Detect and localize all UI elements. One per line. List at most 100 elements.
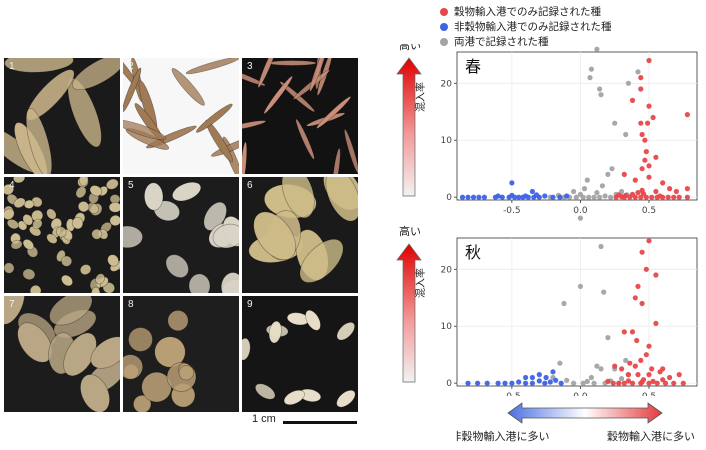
data-point-1-s2-1 (587, 75, 593, 81)
data-point-2-s0-15 (632, 363, 638, 369)
data-point-2-s0-7 (653, 320, 659, 326)
data-point-1-s0-1 (638, 75, 644, 81)
data-point-1-s2-3 (594, 46, 600, 52)
data-point-2-s2-14 (580, 380, 586, 386)
legend-dot-both (440, 37, 448, 46)
seed-photo-number-7: 7 (9, 299, 15, 310)
arrow-left-label: 非穀物輸入港に多い (456, 429, 550, 443)
data-point-1-s0-42 (640, 191, 647, 197)
data-point-1-s0-12 (653, 154, 659, 160)
data-point-1-s1-21 (509, 180, 515, 186)
data-point-1-s2-14 (580, 194, 586, 200)
data-point-1-s2-5 (625, 80, 631, 86)
data-point-1-s0-17 (632, 177, 638, 183)
data-point-1-s1-15 (550, 194, 556, 200)
data-point-2-s0-40 (650, 378, 656, 384)
seed-photo-drawing-4 (4, 177, 120, 293)
data-point-2-s0-33 (621, 380, 627, 386)
seed-photo-drawing-8 (123, 310, 197, 412)
data-point-1-s2-11 (584, 177, 590, 183)
data-point-2-s0-3 (653, 272, 659, 278)
scale-bar (283, 421, 357, 424)
data-point-2-s0-34 (616, 380, 622, 386)
data-point-2-s2-5 (605, 335, 611, 341)
data-point-2-s2-2 (577, 283, 583, 289)
data-point-1-s2-30 (599, 183, 605, 189)
data-point-1-s1-19 (533, 192, 540, 198)
data-point-2-s0-1 (639, 249, 645, 255)
x-tick-label-2-0: -0.5 (503, 392, 521, 396)
data-point-1-s0-21 (673, 188, 679, 195)
data-point-2-s2-0 (577, 215, 583, 221)
data-point-2-s0-11 (646, 343, 652, 349)
data-point-2-s1-6 (516, 379, 522, 385)
legend-label-grain-only: 穀物輸入港でのみ記録された種 (454, 6, 601, 18)
data-point-1-s1-4 (481, 194, 487, 200)
data-point-1-s1-2 (470, 194, 477, 200)
data-point-2-s0-16 (612, 363, 618, 369)
data-point-2-s2-3 (601, 289, 607, 295)
seed-photo-4: 4 (4, 177, 120, 293)
data-point-1-s1-23 (564, 193, 570, 199)
data-point-1-s1-14 (542, 193, 548, 199)
seed-photo-5: 5 (123, 177, 239, 293)
data-point-2-s0-4 (635, 283, 641, 289)
data-point-2-s2-8 (594, 363, 600, 369)
y-tick-label-2-2: 20 (441, 265, 453, 275)
data-point-1-s1-16 (495, 193, 501, 199)
data-point-1-s1-17 (509, 192, 515, 198)
gradient-arrow-shape (507, 402, 663, 424)
data-point-1-s0-33 (643, 194, 649, 200)
data-point-1-s2-7 (612, 120, 618, 126)
seed-photo-number-1: 1 (9, 61, 15, 72)
seed-photo-drawing-9 (242, 309, 356, 408)
data-point-2-s0-14 (627, 360, 633, 366)
data-point-1-s1-0 (459, 194, 466, 200)
data-point-2-s1-12 (529, 374, 535, 381)
legend-dot-nongrain-only (440, 22, 448, 31)
data-point-2-s1-1 (475, 380, 481, 386)
data-point-1-s2-6 (635, 69, 641, 75)
data-point-2-s0-29 (654, 380, 660, 386)
data-point-2-s1-5 (509, 380, 515, 386)
plot-frame-1 (456, 51, 698, 201)
data-point-1-s0-22 (667, 186, 673, 192)
data-point-1-s2-8 (623, 131, 629, 138)
data-point-1-s0-19 (660, 180, 666, 186)
data-point-1-s1-6 (499, 194, 505, 200)
rate-arrow-1 (396, 57, 422, 197)
data-point-2-s0-10 (621, 329, 627, 335)
data-point-1-s2-9 (605, 171, 611, 177)
seed-photo-2: 2 (123, 58, 239, 174)
data-point-2-s0-22 (646, 372, 652, 378)
data-point-2-s1-13 (536, 372, 542, 378)
seed-photo-6: 6 (242, 177, 358, 293)
seed-photo-grid: 1 2 3 4 5 6 7 8 9 (0, 0, 360, 420)
data-point-1-s2-4 (598, 92, 604, 98)
seed-photo-drawing-1 (4, 58, 120, 174)
y-tick-label-2-1: 10 (441, 322, 453, 332)
data-point-1-s0-32 (638, 194, 644, 200)
data-point-1-s2-17 (573, 194, 579, 200)
data-point-2-s0-28 (662, 380, 669, 386)
data-point-1-s1-20 (529, 188, 535, 195)
data-point-2-s2-4 (561, 300, 567, 307)
x-tick-label-1-1: 0.0 (573, 206, 588, 216)
data-point-2-s2-12 (584, 378, 590, 384)
data-point-2-s1-8 (529, 380, 535, 386)
data-point-1-s1-22 (557, 194, 563, 200)
seed-photo-3: 3 (242, 58, 358, 174)
data-point-2-s1-14 (523, 374, 529, 381)
data-point-1-s0-34 (649, 194, 655, 200)
data-point-2-s1-11 (547, 379, 553, 385)
seed-photo-drawing-2 (123, 58, 239, 174)
data-point-1-s0-14 (646, 163, 652, 169)
rate-arrow-2 (396, 243, 422, 383)
data-point-2-s2-13 (571, 380, 577, 386)
data-point-2-s0-41 (639, 379, 645, 385)
x-tick-label-1-2: 0.5 (642, 206, 656, 216)
seed-photo-number-6: 6 (247, 180, 253, 191)
data-point-2-s1-10 (542, 380, 548, 386)
